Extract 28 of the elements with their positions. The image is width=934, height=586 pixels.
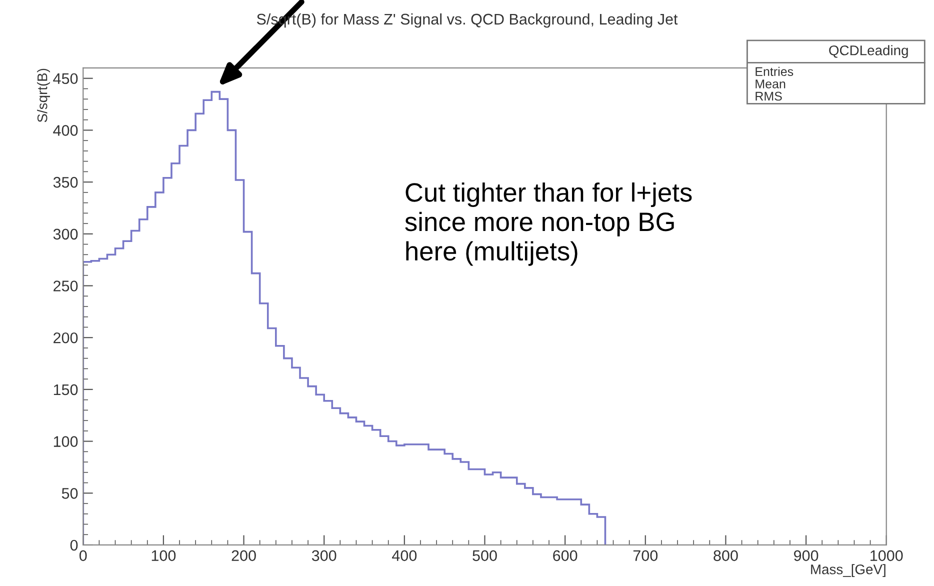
x-tick-label: 300	[312, 550, 336, 562]
x-tick-label: 100	[152, 550, 176, 562]
annotation: Entries	[756, 66, 794, 76]
y-axis-title: S/sqrt(B)	[37, 68, 50, 122]
y-tick-label: 450	[53, 73, 78, 84]
y-tick-label: 50	[62, 488, 78, 499]
x-tick-label: 400	[392, 550, 417, 562]
y-tick-label: 150	[54, 384, 78, 396]
annotation: Mean	[756, 80, 786, 88]
x-tick-label: 600	[553, 550, 578, 562]
text: QCDLeading	[829, 45, 908, 58]
y-tick-label: 250	[54, 280, 78, 292]
x-tick-label: 200	[232, 550, 256, 562]
y-tick-label: 200	[54, 332, 78, 344]
y-tick-label: 300	[53, 228, 78, 240]
x-axis-title: Mass_[GeV]	[811, 564, 886, 578]
annotation: RMS	[756, 92, 782, 101]
y-tick-label: 0	[70, 540, 78, 551]
x-tick-label: 0	[79, 550, 87, 562]
x-tick-label: 700	[633, 550, 658, 562]
x-tick-label: 800	[714, 550, 738, 562]
x-tick-label: 500	[472, 550, 497, 562]
annotation: Cut tighter than for l+jets since more non-top BG here (multijets)	[405, 182, 692, 266]
y-tick-label: 100	[54, 436, 78, 447]
y-tick-label: 400	[53, 125, 78, 136]
x-tick-label: 1000	[870, 550, 903, 562]
y-tick-label: 350	[53, 176, 78, 188]
x-tick-label: 900	[794, 550, 818, 562]
